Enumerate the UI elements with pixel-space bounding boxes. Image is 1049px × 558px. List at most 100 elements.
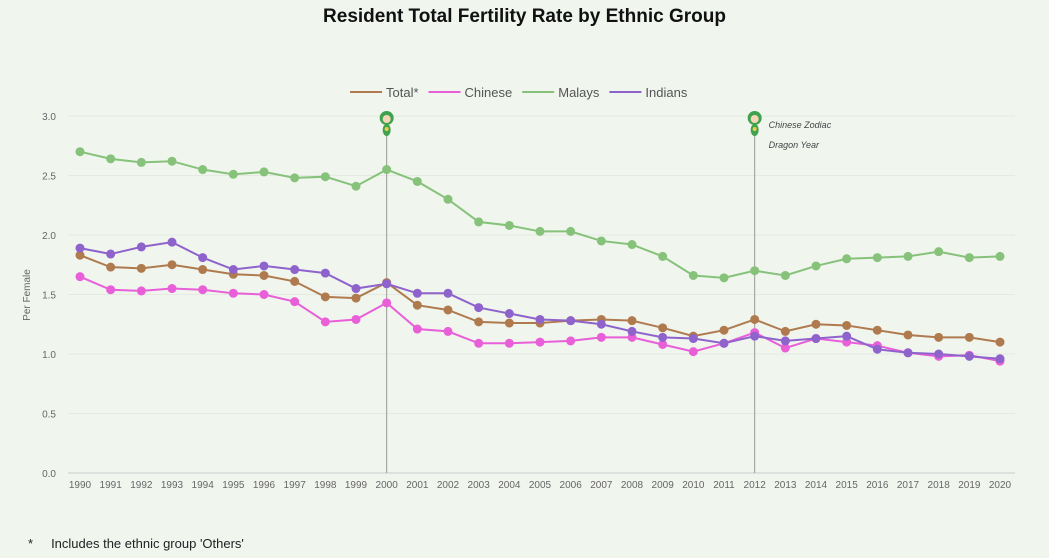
- data-point: [750, 331, 760, 341]
- x-tick-label: 2008: [621, 480, 644, 491]
- data-point: [259, 167, 269, 177]
- data-point: [688, 347, 698, 357]
- data-point: [627, 240, 637, 250]
- data-point: [504, 220, 514, 230]
- data-point: [412, 176, 422, 186]
- data-point: [320, 292, 330, 302]
- data-point: [351, 284, 361, 294]
- data-point: [259, 261, 269, 271]
- legend-item: Chinese: [465, 85, 513, 100]
- data-point: [811, 261, 821, 271]
- data-point: [474, 217, 484, 227]
- y-tick-label: 1.5: [42, 291, 56, 302]
- x-tick-label: 2014: [805, 480, 828, 491]
- x-tick-label: 2016: [866, 480, 889, 491]
- data-point: [382, 165, 392, 175]
- x-tick-label: 2013: [774, 480, 797, 491]
- data-point: [259, 270, 269, 280]
- data-point: [259, 290, 269, 299]
- chart-title: Resident Total Fertility Rate by Ethnic …: [323, 6, 726, 27]
- x-tick-label: 2003: [468, 480, 491, 491]
- data-point: [75, 272, 85, 282]
- data-point: [412, 324, 422, 334]
- data-point: [872, 325, 882, 335]
- data-point: [351, 314, 361, 324]
- x-tick-label: 2010: [682, 480, 705, 491]
- legend-item: Malays: [558, 85, 600, 100]
- data-point: [198, 165, 208, 175]
- data-point: [198, 253, 208, 263]
- data-point: [351, 293, 361, 303]
- data-point: [658, 323, 668, 333]
- footnote-marker: *: [28, 536, 34, 551]
- data-point: [780, 343, 790, 353]
- data-point: [228, 169, 238, 179]
- data-point: [872, 253, 882, 263]
- footnote-text: Includes the ethnic group 'Others': [51, 536, 244, 551]
- data-point: [412, 288, 422, 298]
- x-tick-label: 2015: [836, 480, 859, 491]
- data-point: [719, 325, 729, 335]
- series-line-malays: [79, 150, 1001, 279]
- data-point: [658, 251, 668, 261]
- x-tick-label: 2004: [498, 480, 521, 491]
- data-point: [842, 331, 852, 341]
- data-point: [566, 336, 576, 346]
- x-tick-label: 2001: [406, 480, 429, 491]
- x-tick-label: 2007: [590, 480, 613, 491]
- data-point: [995, 337, 1005, 347]
- data-point: [780, 270, 790, 280]
- data-point: [780, 326, 790, 336]
- data-point: [688, 270, 698, 280]
- data-point: [995, 251, 1005, 261]
- line-chart: 0.0 0.5 1.0 1.5 2.0 2.5 3.0 1990 1991 1992 1993 199…: [22, 85, 1015, 491]
- annotation-text: Dragon Year: [769, 140, 820, 150]
- data-point: [106, 154, 116, 164]
- data-point: [596, 332, 606, 342]
- x-tick-label: 2017: [897, 480, 920, 491]
- data-point: [320, 172, 330, 182]
- data-point: [228, 288, 238, 298]
- data-point: [136, 263, 146, 273]
- data-point: [750, 314, 760, 324]
- data-point: [964, 351, 974, 361]
- x-tick-label: 2005: [529, 480, 552, 491]
- data-point: [474, 338, 484, 348]
- data-point: [872, 344, 882, 354]
- x-tick-label: 1994: [192, 480, 215, 491]
- data-point: [290, 276, 300, 286]
- y-axis-label: Per Female: [22, 269, 33, 321]
- data-point: [504, 338, 514, 348]
- x-tick-label: 1995: [222, 480, 245, 491]
- data-point: [811, 334, 821, 344]
- data-point: [198, 265, 208, 275]
- data-point: [290, 173, 300, 183]
- data-point: [750, 266, 760, 276]
- x-tick-label: 1993: [161, 480, 184, 491]
- series-line-total: [79, 254, 1001, 344]
- x-tick-label: 2012: [744, 480, 767, 491]
- data-point: [535, 337, 545, 347]
- data-point: [75, 147, 85, 157]
- x-tick-label: 1999: [345, 480, 368, 491]
- data-point: [443, 194, 453, 204]
- data-point: [198, 285, 208, 295]
- data-point: [474, 317, 484, 327]
- data-point: [504, 318, 514, 328]
- data-point: [934, 332, 944, 342]
- data-point: [443, 326, 453, 336]
- data-point: [136, 157, 146, 167]
- dragon-icon: [747, 111, 762, 136]
- data-point: [228, 265, 238, 275]
- data-point: [934, 349, 944, 359]
- data-point: [566, 316, 576, 326]
- data-point: [842, 320, 852, 330]
- data-point: [136, 242, 146, 252]
- x-tick-label: 1992: [130, 480, 153, 491]
- x-tick-label: 2002: [437, 480, 460, 491]
- x-tick-label: 1990: [69, 480, 92, 491]
- data-point: [106, 285, 116, 295]
- data-point: [842, 254, 852, 264]
- data-point: [964, 332, 974, 342]
- data-point: [382, 279, 392, 289]
